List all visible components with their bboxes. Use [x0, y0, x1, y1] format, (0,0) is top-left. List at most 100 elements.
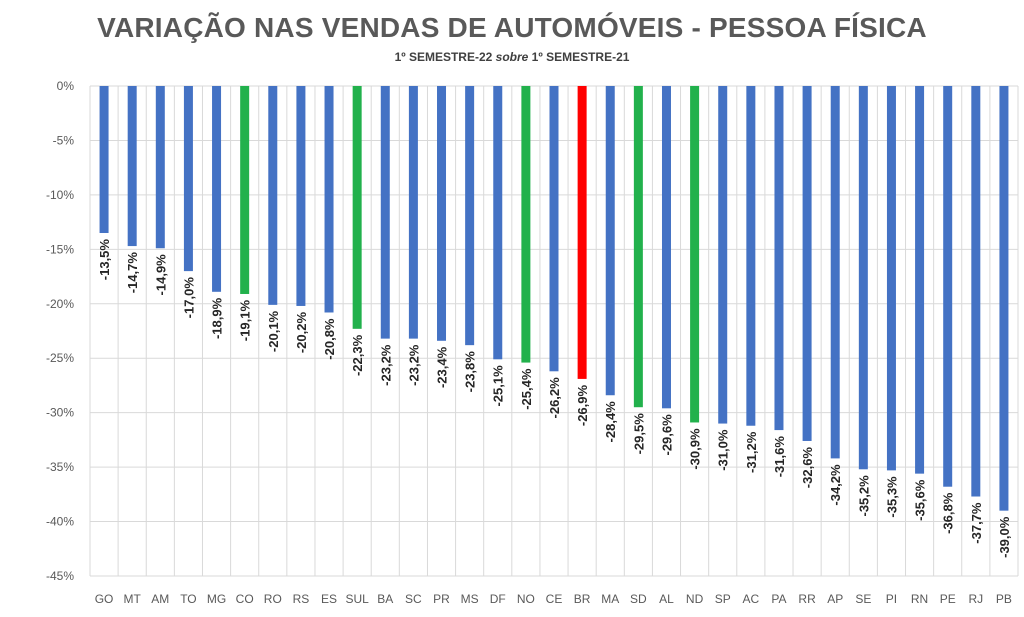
data-label: -18,9%: [210, 297, 225, 339]
x-tick-label: MA: [601, 592, 619, 606]
bar-br: [577, 86, 587, 379]
bar-ma: [605, 86, 615, 396]
bar-rr: [802, 86, 812, 441]
x-tick-label: MT: [124, 592, 142, 606]
chart-subtitle: 1º SEMESTRE-22 sobre 1º SEMESTRE-21: [0, 50, 1024, 64]
x-tick-label: CO: [236, 592, 254, 606]
bar-no: [521, 86, 531, 363]
bar-ap: [830, 86, 840, 459]
data-label: -22,3%: [350, 334, 365, 376]
x-tick-label: GO: [95, 592, 114, 606]
bar-ce: [549, 86, 559, 372]
x-tick-label: PR: [433, 592, 450, 606]
x-tick-label: AP: [827, 592, 843, 606]
bars: [99, 86, 1009, 511]
x-tick-label: ND: [686, 592, 704, 606]
y-tick-label: -35%: [46, 460, 74, 474]
bar-mg: [212, 86, 222, 292]
bar-ba: [380, 86, 390, 339]
bar-df: [493, 86, 503, 360]
bar-ro: [268, 86, 278, 305]
bar-pe: [943, 86, 953, 487]
x-tick-label: BR: [574, 592, 591, 606]
y-tick-label: -10%: [46, 188, 74, 202]
y-axis: 0% -5% -10% -15% -20% -25% -30% -35% -40% -45%: [46, 79, 74, 583]
data-label: -34,2%: [828, 464, 843, 506]
x-tick-label: SC: [405, 592, 422, 606]
x-tick-label: ES: [321, 592, 337, 606]
data-label: -37,7%: [969, 502, 984, 544]
subtitle-part1: 1º SEMESTRE-22: [394, 50, 496, 64]
data-label: -29,5%: [631, 413, 646, 455]
bar-se: [858, 86, 868, 470]
bar-rs: [296, 86, 306, 306]
bar-pb: [999, 86, 1009, 511]
data-label: -23,2%: [378, 344, 393, 386]
data-label: -35,2%: [856, 475, 871, 517]
bar-pa: [774, 86, 784, 431]
data-label: -25,1%: [491, 365, 506, 407]
data-label: -36,8%: [941, 492, 956, 534]
bar-al: [661, 86, 671, 409]
bar-es: [324, 86, 334, 313]
y-tick-label: -45%: [46, 569, 74, 583]
y-tick-label: -15%: [46, 242, 74, 256]
bar-pr: [437, 86, 447, 341]
x-tick-label: SE: [855, 592, 871, 606]
bar-nd: [690, 86, 700, 423]
data-label: -20,2%: [294, 312, 309, 354]
bar-sul: [352, 86, 362, 329]
x-tick-label: AC: [743, 592, 760, 606]
x-tick-label: AM: [151, 592, 169, 606]
data-label: -14,9%: [153, 254, 168, 296]
data-label: -31,6%: [772, 436, 787, 478]
x-tick-label: DF: [490, 592, 506, 606]
x-axis: GO MT AM TO MG CO RO RS ES SUL BA SC PR MS DF NO CE BR MA S…: [95, 592, 1012, 606]
x-tick-label: RS: [293, 592, 310, 606]
y-tick-label: -5%: [53, 133, 75, 147]
data-label: -14,7%: [125, 252, 140, 294]
x-tick-label: PI: [886, 592, 897, 606]
x-tick-label: PA: [771, 592, 786, 606]
y-tick-label: -25%: [46, 351, 74, 365]
data-label: -25,4%: [519, 368, 534, 410]
x-tick-label: TO: [180, 592, 196, 606]
bar-pi: [886, 86, 896, 471]
bar-rn: [915, 86, 925, 474]
x-tick-label: SUL: [345, 592, 369, 606]
chart-title: VARIAÇÃO NAS VENDAS DE AUTOMÓVEIS - PESS…: [97, 12, 927, 43]
data-label: -23,2%: [406, 344, 421, 386]
data-label: -31,2%: [744, 431, 759, 473]
bar-mt: [127, 86, 137, 247]
data-label: -31,0%: [716, 429, 731, 471]
x-tick-label: MS: [461, 592, 479, 606]
data-label: -20,8%: [322, 318, 337, 360]
y-tick-label: 0%: [57, 79, 75, 93]
x-tick-label: RN: [911, 592, 928, 606]
data-label: -39,0%: [997, 516, 1012, 558]
data-label: -23,4%: [435, 346, 450, 388]
data-label: -26,2%: [547, 377, 562, 419]
bar-ms: [465, 86, 475, 346]
bar-go: [99, 86, 109, 233]
x-tick-label: MG: [207, 592, 226, 606]
data-label: -19,1%: [238, 300, 253, 342]
data-label: -28,4%: [603, 401, 618, 443]
data-label: -35,6%: [913, 479, 928, 521]
data-label: -32,6%: [800, 447, 815, 489]
data-label: -29,6%: [659, 414, 674, 456]
bar-rj: [971, 86, 981, 497]
subtitle-italic: sobre: [495, 50, 529, 64]
bar-ac: [746, 86, 756, 426]
data-label: -26,9%: [575, 384, 590, 426]
data-label: -30,9%: [688, 428, 703, 470]
data-label: -20,1%: [266, 310, 281, 352]
bar-to: [183, 86, 193, 272]
x-tick-label: CE: [546, 592, 563, 606]
bar-am: [155, 86, 165, 249]
data-label: -23,8%: [463, 351, 478, 393]
data-labels: -13,5% -14,7% -14,9% -17,0% -18,9% -19,1% -20,…: [97, 239, 1012, 558]
x-tick-label: RJ: [968, 592, 983, 606]
y-tick-label: -20%: [46, 297, 74, 311]
